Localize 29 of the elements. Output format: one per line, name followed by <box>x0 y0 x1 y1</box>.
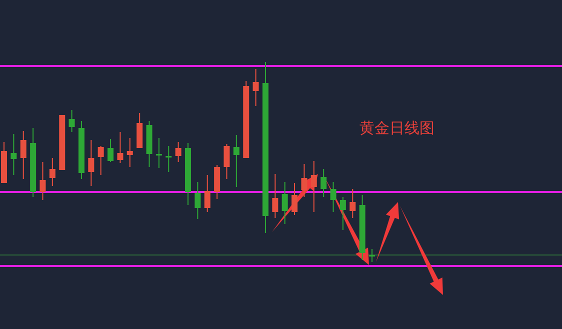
candlestick <box>68 110 75 132</box>
candlestick <box>108 138 114 162</box>
candlestick <box>204 174 210 212</box>
candlestick <box>175 142 182 162</box>
candlestick <box>272 174 278 218</box>
candlestick <box>310 160 317 212</box>
candlestick <box>117 132 124 164</box>
candlestick <box>233 134 240 188</box>
candlestick <box>224 144 230 180</box>
candlestick <box>252 68 259 106</box>
candlestick <box>194 182 201 220</box>
candlestick <box>350 188 356 218</box>
candlestick <box>49 158 56 186</box>
candlestick <box>301 164 308 198</box>
candlestick <box>282 182 288 224</box>
candlestick <box>166 146 172 172</box>
candlestick <box>126 138 133 168</box>
candlestick <box>10 134 17 176</box>
text: 黄金日线图 <box>360 119 434 137</box>
candlestick <box>156 138 162 168</box>
candlestick <box>88 140 94 186</box>
candlestick <box>320 168 327 198</box>
candlestick <box>369 248 375 262</box>
candlestick <box>98 146 104 176</box>
candlestick <box>340 196 346 230</box>
candlestick <box>20 130 26 180</box>
candlestick <box>292 182 298 216</box>
candlestick <box>330 182 336 212</box>
candlestick <box>40 162 46 200</box>
